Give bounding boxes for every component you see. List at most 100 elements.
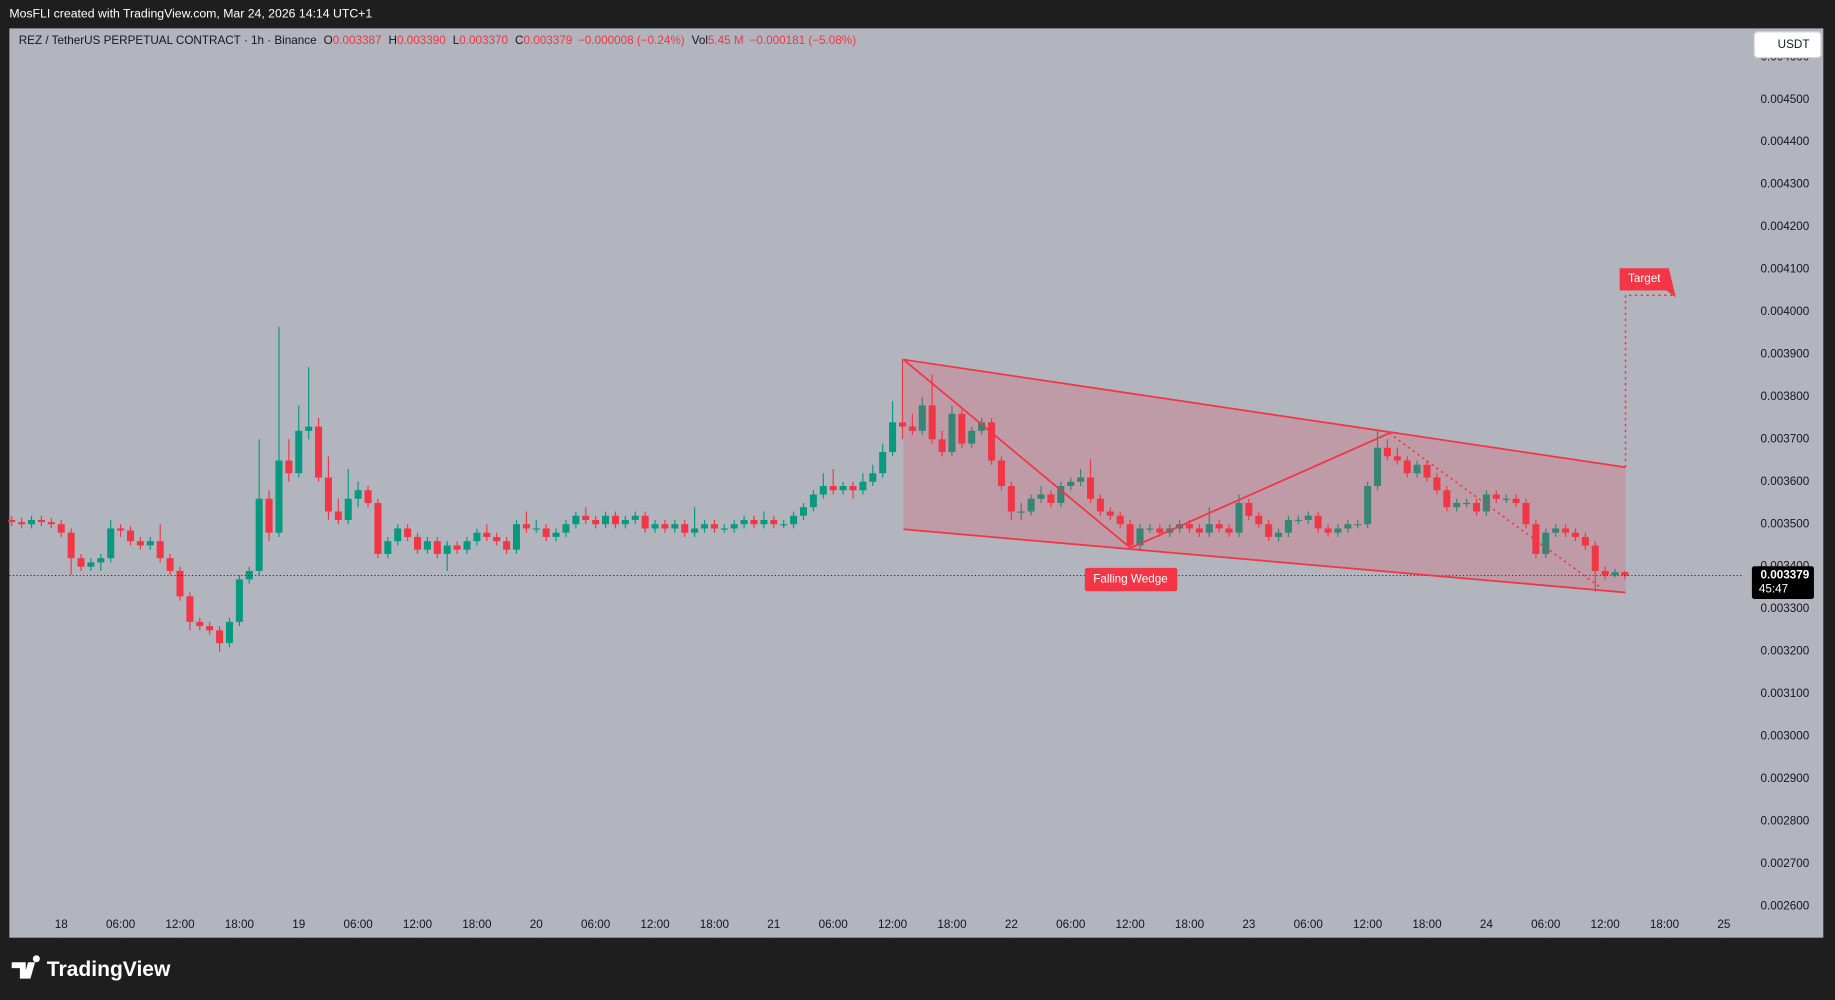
- wedge-lower: [903, 528, 1626, 594]
- candle-body: [532, 528, 540, 530]
- projection: [1388, 432, 1602, 589]
- candle-body: [1354, 524, 1362, 526]
- x-tick-label: 23: [1242, 918, 1255, 931]
- candle-body: [156, 541, 164, 559]
- candle-body: [710, 524, 718, 529]
- candle-body: [285, 460, 293, 474]
- candle-body: [37, 519, 45, 523]
- candle-body: [414, 536, 422, 550]
- candle-body: [1235, 502, 1243, 533]
- candle-body: [443, 545, 451, 554]
- candle-body: [1126, 524, 1134, 546]
- x-tick-label: 19: [292, 918, 305, 931]
- candle-body: [701, 524, 709, 529]
- candle-body: [186, 596, 194, 622]
- open: 0.003387: [333, 34, 382, 47]
- candle-body: [889, 422, 897, 453]
- candle-body: [107, 528, 115, 559]
- legend: REZ / TetherUS PERPETUAL CONTRACT · 1h ·…: [19, 34, 856, 47]
- y-tick-label: 0.004300: [1761, 178, 1810, 191]
- candle-body: [968, 430, 976, 444]
- candle-body: [542, 528, 550, 537]
- close: 0.003379: [523, 34, 572, 47]
- candle-body: [730, 524, 738, 529]
- candle-body: [453, 545, 461, 550]
- candle-body: [305, 426, 313, 431]
- x-tick-label: 12:00: [165, 918, 195, 931]
- candle-body: [562, 524, 570, 533]
- candle-body: [1552, 528, 1560, 533]
- candle-body: [799, 507, 808, 516]
- candle-body: [602, 515, 610, 525]
- candle-body: [1413, 464, 1421, 474]
- x-tick-label: 06:00: [819, 918, 849, 931]
- candle-body: [8, 519, 16, 523]
- x-tick-label: 18:00: [1175, 918, 1205, 931]
- candle-body: [879, 452, 887, 474]
- candle-body: [1611, 572, 1619, 576]
- candle-body: [1374, 447, 1382, 487]
- candle-body: [691, 528, 699, 533]
- candle-body: [126, 530, 135, 542]
- candle-body: [1185, 524, 1193, 529]
- candle-body: [997, 460, 1005, 487]
- candle-body: [641, 515, 649, 529]
- candle-body: [1205, 524, 1213, 533]
- wedge-fill: [903, 359, 1626, 593]
- candle-body: [1116, 515, 1124, 525]
- x-tick-label: 12:00: [1115, 918, 1145, 931]
- candle-body: [394, 528, 402, 542]
- candle-body: [503, 541, 511, 550]
- candle-body: [1007, 486, 1015, 512]
- symbol: REZ / TetherUS PERPETUAL CONTRACT · 1h ·…: [19, 34, 317, 47]
- y-tick-label: 0.002800: [1761, 814, 1810, 827]
- candle-body: [275, 460, 283, 533]
- candle-body: [1433, 477, 1441, 491]
- candle-body: [47, 522, 55, 525]
- candle-body: [1304, 515, 1312, 520]
- y-tick-label: 0.003900: [1761, 347, 1810, 360]
- candle-body: [1532, 524, 1540, 554]
- candle-body: [1334, 528, 1342, 533]
- y-tick-label: 0.004200: [1761, 220, 1810, 233]
- candle-body: [948, 413, 956, 453]
- candle-body: [433, 541, 441, 554]
- candle-body: [770, 519, 778, 525]
- volume: 5.45 M: [708, 34, 744, 47]
- h-label: H: [389, 34, 397, 47]
- currency-label[interactable]: USDT: [1778, 38, 1810, 51]
- x-tick-label: 24: [1480, 918, 1493, 931]
- plot-area: [9, 28, 1824, 938]
- candle-body: [255, 498, 263, 571]
- candle-body: [1245, 502, 1253, 516]
- candle-body: [117, 528, 125, 531]
- candle-body: [364, 490, 372, 503]
- currency-button[interactable]: [1753, 31, 1822, 59]
- candle-body: [1571, 532, 1579, 537]
- pattern-box: [1084, 567, 1178, 592]
- candle-body: [1324, 528, 1332, 533]
- candle-body: [829, 486, 837, 491]
- vol-change: −0.000181 (−5.08%): [750, 34, 857, 47]
- candle-body: [988, 422, 996, 461]
- x-tick-label: 20: [530, 918, 544, 931]
- high: 0.003390: [397, 34, 446, 47]
- candle-body: [1096, 498, 1104, 512]
- candle-body: [176, 570, 184, 597]
- candle-body: [1453, 502, 1461, 508]
- candle-body: [1037, 494, 1045, 499]
- candle-body: [790, 515, 798, 525]
- candle-body: [1057, 486, 1065, 503]
- candle-body: [839, 486, 847, 491]
- candle-body: [671, 524, 679, 529]
- candle-body: [1215, 524, 1223, 529]
- x-tick-label: 06:00: [344, 918, 374, 931]
- candle-body: [1077, 477, 1085, 482]
- candle-body: [136, 541, 144, 546]
- candle-body: [1364, 486, 1372, 525]
- candle-body: [1393, 456, 1401, 461]
- candle-body: [740, 519, 748, 525]
- candle-body: [315, 426, 323, 478]
- y-tick-label: 0.004400: [1761, 135, 1810, 148]
